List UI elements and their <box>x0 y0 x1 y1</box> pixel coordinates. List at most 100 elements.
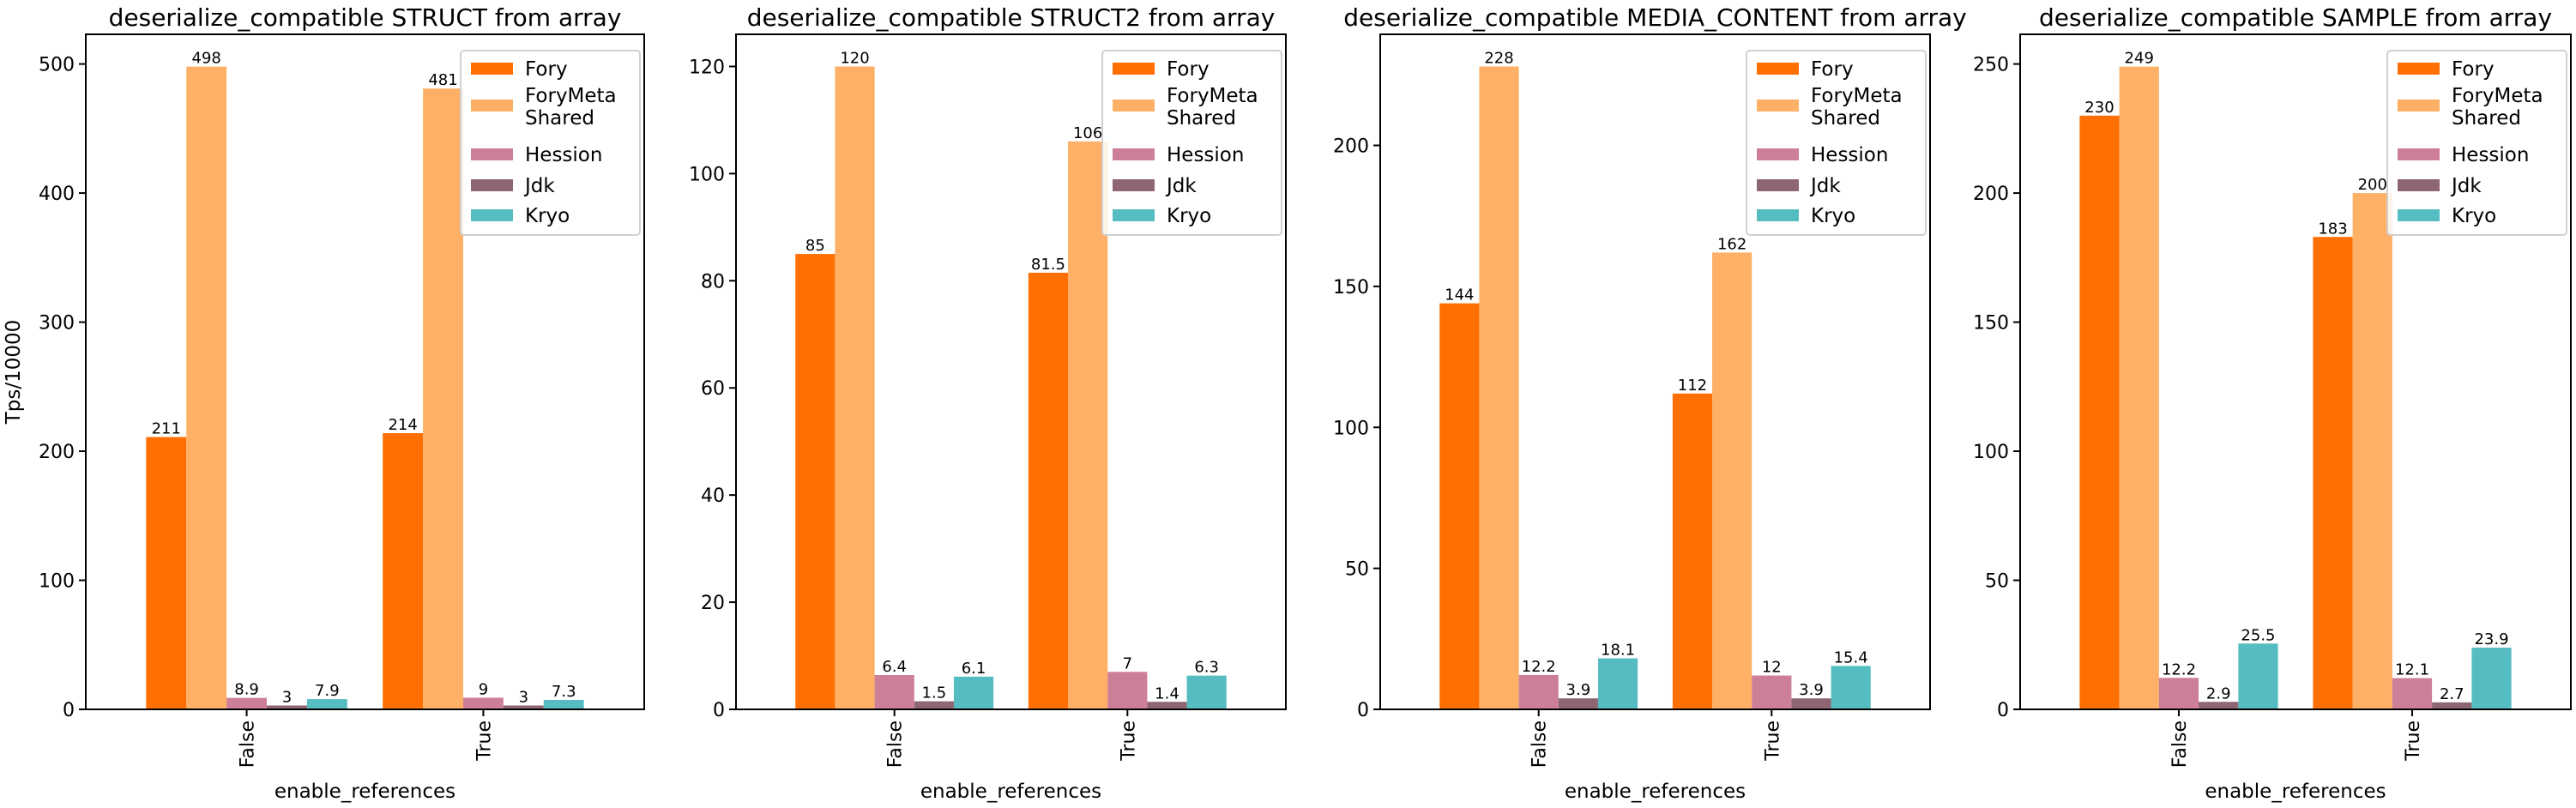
legend-label-line: Kryo <box>2452 205 2496 227</box>
chart-panel-2: deserialize_compatible STRUCT2 from arra… <box>689 3 1287 803</box>
chart-title: deserialize_compatible STRUCT from array <box>109 3 622 32</box>
y-tick-label: 0 <box>713 700 725 721</box>
legend: Fory ForyMeta Shared Hession Jdk Kryo <box>1101 50 1282 236</box>
y-tick-label: 200 <box>1333 136 1369 158</box>
bar-forymetashared-false <box>1479 66 1519 709</box>
legend-swatch-jdk <box>471 179 513 191</box>
legend-label-line: Hession <box>1811 144 1888 166</box>
y-tick-label: 50 <box>1985 571 2009 593</box>
bar-value-label: 2.7 <box>2440 685 2464 703</box>
legend: Fory ForyMeta Shared Hession Jdk Kryo <box>460 50 641 236</box>
legend-label-jdk: Jdk <box>2450 175 2482 197</box>
legend-swatch-fory <box>471 63 513 75</box>
bar-value-label: 249 <box>2125 50 2154 68</box>
legend: Fory ForyMeta Shared Hession Jdk Kryo <box>1746 50 1927 236</box>
bar-value-label: 85 <box>805 237 825 255</box>
chart-panel-4: deserialize_compatible SAMPLE from array… <box>1973 3 2572 803</box>
y-tick-label: 150 <box>1333 277 1369 298</box>
bar-value-label: 23.9 <box>2474 630 2508 648</box>
bar-value-label: 3 <box>519 688 528 706</box>
bar-fory-false <box>795 254 836 710</box>
legend-label-line: Hession <box>525 144 602 166</box>
bar-value-label: 211 <box>152 419 181 437</box>
y-tick-label: 40 <box>701 485 725 507</box>
legend-swatch-jdk <box>1757 179 1799 191</box>
bar-kryo-false <box>306 699 347 709</box>
bar-hession-true <box>462 697 504 709</box>
legend-label-kryo: Kryo <box>2452 205 2496 227</box>
bar-value-label: 7.3 <box>552 683 576 701</box>
legend-label-line: Kryo <box>525 205 570 227</box>
bar-hession-true <box>2392 678 2433 709</box>
x-axis-label: enable_references <box>2205 781 2386 803</box>
legend-swatch-fory <box>1113 63 1155 75</box>
legend-swatch-kryo <box>2398 209 2440 221</box>
bar-value-label: 15.4 <box>1834 648 1868 666</box>
legend-label-line: Jdk <box>523 175 555 197</box>
legend-label-hession: Hession <box>2452 144 2529 166</box>
bar-fory-false <box>1439 303 1480 709</box>
y-tick-label: 400 <box>39 184 75 205</box>
x-axis-label: enable_references <box>920 781 1101 803</box>
legend-swatch-forymetashared <box>2398 99 2440 112</box>
legend-label-forymetashared: ForyMeta Shared <box>525 85 617 130</box>
bar-value-label: 120 <box>840 49 869 67</box>
y-tick-label: 200 <box>39 442 75 463</box>
legend-label-line: ForyMeta <box>1167 85 1258 107</box>
bar-kryo-true <box>2471 648 2512 709</box>
legend-label-line: ForyMeta <box>2452 85 2543 107</box>
bar-value-label: 3 <box>282 688 292 706</box>
y-tick-label: 100 <box>39 571 75 593</box>
bar-hession-false <box>2158 678 2199 709</box>
legend-label-fory: Fory <box>525 58 568 81</box>
y-tick-label: 500 <box>39 55 75 76</box>
bar-value-label: 8.9 <box>234 681 259 699</box>
bar-value-label: 3.9 <box>1566 681 1591 699</box>
legend-label-jdk: Jdk <box>523 175 555 197</box>
bar-value-label: 18.1 <box>1601 641 1635 659</box>
legend-swatch-fory <box>2398 63 2440 75</box>
legend-label-forymetashared: ForyMeta Shared <box>1811 85 1903 130</box>
bar-jdk-false <box>914 701 954 709</box>
bar-fory-true <box>1028 272 1069 709</box>
bar-value-label: 9 <box>479 680 488 698</box>
bar-jdk-false <box>267 705 307 709</box>
y-tick-label: 300 <box>39 313 75 335</box>
legend-label-line: Shared <box>1811 107 1880 130</box>
x-tick-label: True <box>474 721 495 762</box>
legend-label-kryo: Kryo <box>1811 205 1855 227</box>
axes-frame <box>2019 33 2572 710</box>
bar-forymetashared-false <box>835 66 875 709</box>
legend-label-forymetashared: ForyMeta Shared <box>1167 85 1258 130</box>
y-tick-label: 50 <box>1345 559 1369 581</box>
bar-value-label: 12 <box>1762 659 1782 677</box>
legend-label-line: Fory <box>1167 58 1210 81</box>
legend-label-line: Kryo <box>1167 205 1211 227</box>
x-tick-label: False <box>1529 721 1551 768</box>
legend-label-fory: Fory <box>2452 58 2495 81</box>
x-tick-label: False <box>238 721 259 768</box>
x-tick-label: False <box>2169 721 2191 768</box>
bar-value-label: 7.9 <box>315 682 340 700</box>
y-tick-label: 100 <box>1973 442 2009 463</box>
bar-hession-false <box>1518 674 1559 709</box>
bar-value-label: 12.2 <box>1522 658 1556 676</box>
bar-kryo-false <box>1597 658 1638 709</box>
bar-hession-false <box>226 697 268 709</box>
legend-label-line: Hession <box>1167 144 1244 166</box>
legend-label-fory: Fory <box>1811 58 1854 81</box>
bar-forymetashared-true <box>423 88 463 710</box>
chart-panel-1: deserialize_compatible STRUCT from array… <box>3 3 645 803</box>
bar-value-label: 81.5 <box>1031 256 1065 274</box>
y-tick-label: 120 <box>689 57 725 78</box>
x-axis-label: enable_references <box>274 781 455 803</box>
x-tick-label: True <box>2403 721 2424 762</box>
legend-swatch-forymetashared <box>471 99 513 112</box>
legend-label-line: Fory <box>2452 58 2495 81</box>
y-tick-label: 0 <box>1997 700 2009 721</box>
legend-swatch-jdk <box>1113 179 1155 191</box>
bar-jdk-true <box>2432 702 2472 709</box>
y-tick-label: 150 <box>1973 313 2009 335</box>
y-tick-label: 0 <box>1357 700 1369 721</box>
